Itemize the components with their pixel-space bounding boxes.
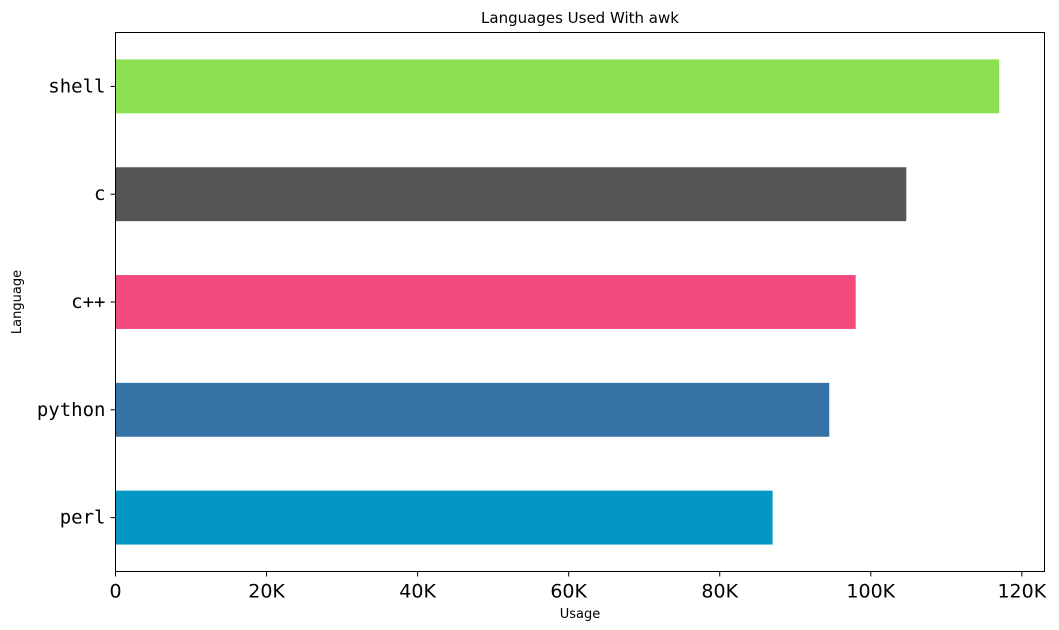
x-tick-label: 120K <box>997 581 1046 603</box>
x-axis-label: Usage <box>560 607 601 622</box>
x-tick-label: 100K <box>846 581 895 603</box>
y-tick-label: shell <box>48 75 105 97</box>
y-tick-label: python <box>37 399 106 421</box>
x-tick-label: 60K <box>550 581 587 603</box>
x-tick-label: 80K <box>701 581 738 603</box>
y-tick-label: perl <box>60 507 106 529</box>
y-axis-label: Language <box>10 270 25 334</box>
y-axis-ticks: shell c c++ python perl <box>37 75 116 529</box>
chart-title: Languages Used With awk <box>481 9 679 27</box>
y-tick-label: c <box>94 183 105 205</box>
x-axis-ticks: 0 20K 40K 60K 80K 100K 120K <box>109 571 1047 603</box>
bar-c <box>115 167 907 222</box>
x-tick-label: 20K <box>248 581 285 603</box>
x-tick-label: 40K <box>399 581 436 603</box>
y-tick-label: c++ <box>71 291 105 313</box>
bars-group <box>115 59 1000 545</box>
bar-perl <box>115 490 773 545</box>
bar-cpp <box>115 275 856 329</box>
x-tick-label: 0 <box>109 581 121 603</box>
plot-frame <box>115 32 1045 572</box>
bar-python <box>115 382 830 437</box>
bar-shell <box>115 59 1000 114</box>
